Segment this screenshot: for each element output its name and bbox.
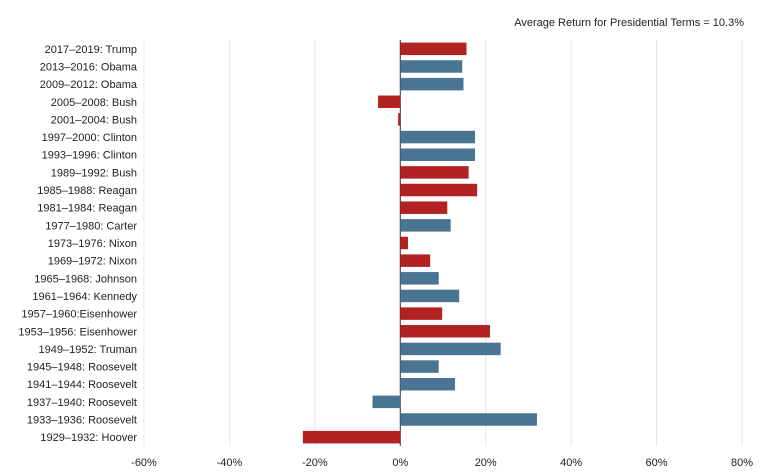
category-label: 2009–2012: Obama	[40, 79, 138, 91]
category-label: 2017–2019: Trump	[45, 44, 137, 56]
category-label: 1977–1980: Carter	[45, 220, 137, 232]
category-label: 1973–1976: Nixon	[48, 238, 137, 250]
bar	[400, 130, 476, 144]
category-label: 1957–1960:Eisenhower	[21, 309, 137, 321]
x-tick-label: -40%	[217, 457, 243, 469]
bar	[400, 166, 469, 179]
bar	[400, 219, 451, 232]
x-tick-label: -60%	[131, 457, 157, 469]
category-label: 1937–1940: Roosevelt	[27, 397, 137, 409]
bar	[400, 254, 431, 267]
bar	[400, 342, 501, 356]
category-label: 1997–2000: Clinton	[42, 132, 137, 144]
category-label: 1969–1972: Nixon	[48, 256, 137, 268]
category-label: 1949–1952: Truman	[39, 344, 137, 356]
bar	[400, 377, 455, 391]
bar	[400, 307, 443, 320]
category-label: 1981–1984: Reagan	[37, 203, 137, 215]
bar	[400, 236, 408, 250]
bar	[400, 148, 476, 161]
bar	[400, 413, 537, 426]
bar	[400, 272, 439, 285]
category-label: 1961–1964: Kennedy	[32, 291, 137, 303]
x-tick-label: 80%	[731, 457, 753, 469]
category-label: 1945–1948: Roosevelt	[27, 362, 137, 374]
bar	[378, 95, 401, 109]
x-tick-label: 20%	[475, 457, 497, 469]
category-label: 2005–2008: Bush	[51, 97, 137, 109]
x-tick-label: 0%	[392, 457, 408, 469]
x-tick-label: 60%	[646, 457, 668, 469]
category-labels: 2017–2019: Trump 2013–2016: Obama 2009–201…	[18, 44, 138, 444]
x-tick-label: -20%	[302, 457, 328, 469]
category-label: 1933–1936: Roosevelt	[27, 415, 137, 427]
x-axis-tick-labels: -60% -40% -20% 0% 20% 40% 60% 80%	[131, 457, 753, 469]
category-label: 2013–2016: Obama	[40, 61, 138, 73]
bar	[398, 113, 401, 126]
bar	[400, 77, 464, 91]
chart-annotation: Average Return for Presidential Terms = …	[514, 17, 744, 29]
category-label: 1985–1988: Reagan	[37, 185, 137, 197]
bar	[400, 42, 467, 56]
category-label: 1953–1956: Eisenhower	[18, 326, 137, 338]
category-label: 1965–1968: Johnson	[34, 273, 137, 285]
bar	[400, 183, 478, 197]
bar	[400, 289, 460, 303]
bar	[400, 201, 448, 214]
bar	[302, 430, 401, 444]
bar	[400, 60, 463, 73]
bar	[372, 395, 401, 409]
bars	[302, 42, 537, 444]
bar	[400, 360, 439, 373]
category-label: 1993–1996: Clinton	[42, 150, 137, 162]
category-label: 1941–1944: Roosevelt	[27, 379, 137, 391]
category-label: 2001–2004: Bush	[51, 114, 137, 126]
category-label: 1929–1932: Hoover	[40, 432, 137, 444]
bar	[400, 325, 490, 338]
x-tick-label: 40%	[560, 457, 582, 469]
category-label: 1989–1992: Bush	[51, 167, 137, 179]
gridlines	[143, 40, 743, 446]
